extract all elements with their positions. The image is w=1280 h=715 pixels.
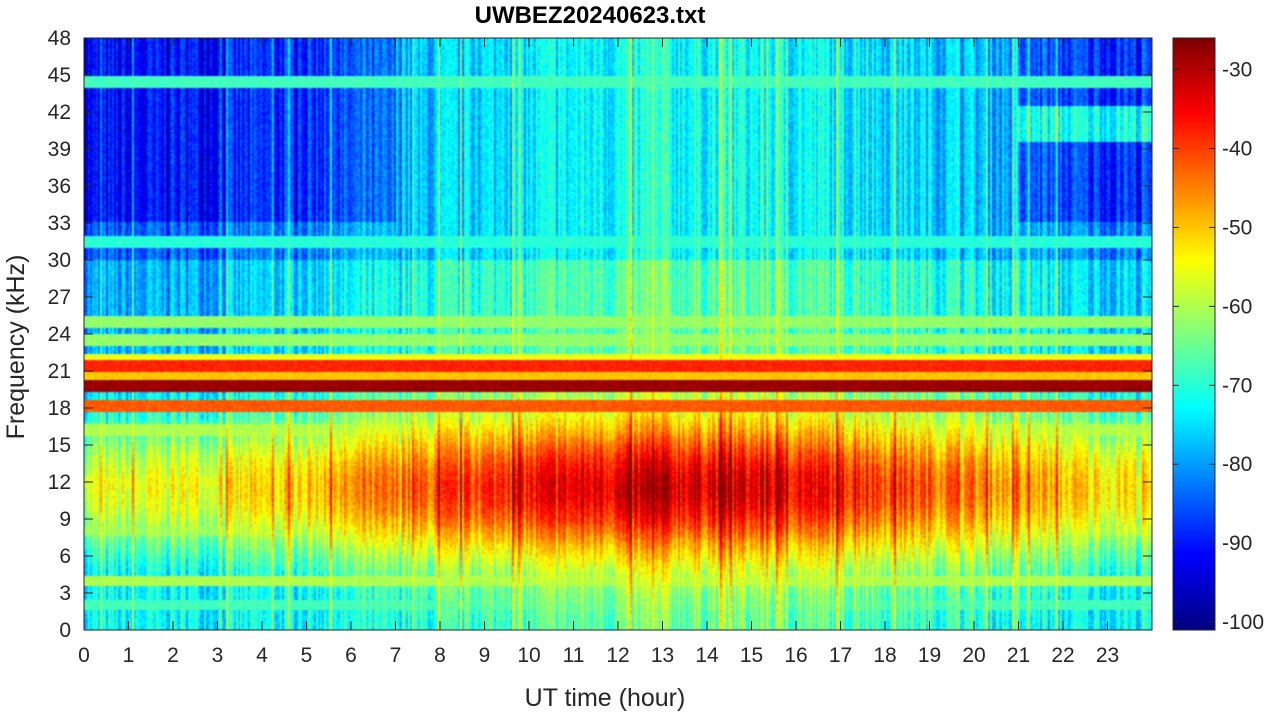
x-tick-label: 8 [434,644,446,667]
colorbar-tick-label: -100 [1222,611,1264,634]
y-axis-label: Frequency (kHz) [2,255,30,440]
y-tick-label: 6 [59,545,71,568]
x-axis-ticks: 0 1 2 3 4 5 6 7 8 9 10 11 12 13 14 15 16 17 18 19 20 21 22 23 [78,38,1119,667]
x-tick-label: 13 [651,644,674,667]
y-tick-label: 27 [48,286,71,309]
colorbar-tick-label: -30 [1222,59,1252,82]
colorbar-tick-label: -90 [1222,532,1252,555]
x-tick-label: 18 [873,644,896,667]
y-tick-label: 42 [48,101,71,124]
x-tick-label: 14 [695,644,719,667]
y-tick-label: 45 [48,64,71,87]
y-tick-label: 9 [59,508,71,531]
y-tick-label: 33 [48,212,71,235]
colorbar-tick-label: -60 [1222,295,1252,318]
x-tick-label: 2 [167,644,179,667]
x-tick-label: 4 [256,644,268,667]
x-tick-label: 21 [1007,644,1030,667]
colorbar-image [1173,38,1215,630]
x-tick-label: 19 [918,644,941,667]
x-tick-label: 10 [517,644,540,667]
x-tick-label: 23 [1096,644,1119,667]
colorbar-tick-label: -80 [1222,453,1252,476]
x-tick-label: 1 [123,644,135,667]
y-tick-label: 12 [48,471,71,494]
colorbar-ticks: -100 -90 -80 -70 -60 -50 -40 -30 [1173,59,1264,634]
x-tick-label: 22 [1051,644,1074,667]
y-tick-label: 36 [48,175,71,198]
x-tick-label: 3 [212,644,224,667]
x-tick-label: 6 [345,644,357,667]
y-tick-label: 48 [48,27,71,50]
y-tick-label: 24 [48,323,72,346]
x-axis-label: UT time (hour) [525,684,686,712]
y-tick-label: 30 [48,249,71,272]
y-tick-label: 15 [48,434,71,457]
colorbar-frame [1172,37,1216,631]
x-tick-label: 17 [829,644,852,667]
y-tick-label: 21 [48,360,71,383]
x-tick-label: 12 [606,644,629,667]
x-tick-label: 7 [390,644,402,667]
y-tick-label: 0 [59,619,71,642]
colorbar-tick-label: -70 [1222,374,1252,397]
x-tick-label: 16 [784,644,807,667]
colorbar-tick-label: -50 [1222,216,1252,239]
y-tick-label: 18 [48,397,71,420]
x-tick-label: 11 [563,644,585,667]
spectrogram-image [84,38,1152,630]
chart-title: UWBEZ20240623.txt [475,2,706,29]
x-tick-label: 15 [740,644,763,667]
y-tick-label: 3 [59,582,71,605]
y-tick-label: 39 [48,138,71,161]
x-tick-label: 9 [479,644,491,667]
colorbar-tick-label: -40 [1222,138,1252,161]
x-tick-label: 0 [78,644,90,667]
x-tick-label: 20 [962,644,985,667]
x-tick-label: 5 [301,644,313,667]
